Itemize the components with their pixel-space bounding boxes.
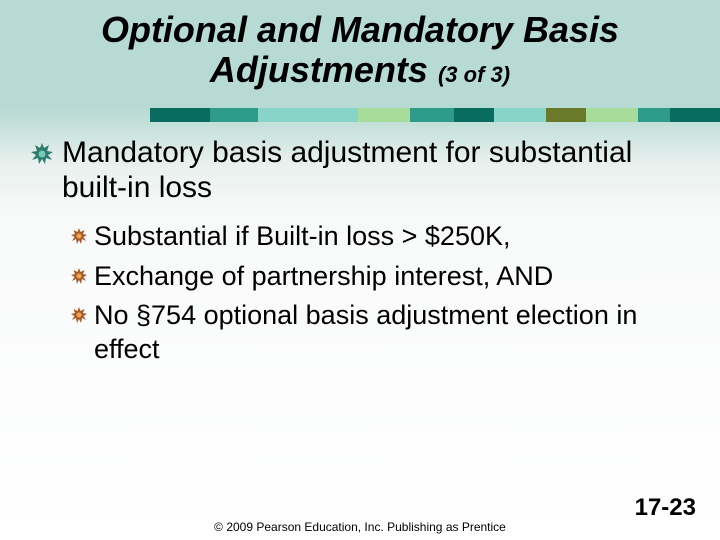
slide-number: 17-23 [635, 494, 696, 522]
divider-segment [670, 108, 720, 122]
main-bullet: Mandatory basis adjustment for substanti… [30, 135, 690, 206]
sub-bullet-text: Substantial if Built-in loss > $250K, [94, 220, 510, 254]
divider-segment [358, 108, 410, 122]
sub-bullet: Substantial if Built-in loss > $250K, [70, 220, 690, 254]
star-icon [70, 306, 88, 324]
divider-segment [454, 108, 494, 122]
divider-segment [494, 108, 546, 122]
divider-segment [258, 108, 358, 122]
title-area: Optional and Mandatory Basis Adjustments… [0, 0, 720, 95]
title-line2-main: Adjustments [210, 49, 438, 90]
star-icon [70, 267, 88, 285]
divider-segment [150, 108, 210, 122]
title-line1: Optional and Mandatory Basis [101, 9, 619, 50]
divider-segment [638, 108, 670, 122]
main-bullet-text: Mandatory basis adjustment for substanti… [62, 135, 690, 206]
divider-segment [546, 108, 586, 122]
sub-bullet-text: No §754 optional basis adjustment electi… [94, 299, 690, 367]
title-line2-sub: (3 of 3) [438, 62, 510, 87]
divider-segment [210, 108, 258, 122]
footer-copyright: © 2009 Pearson Education, Inc. Publishin… [0, 520, 720, 534]
slide-title: Optional and Mandatory Basis Adjustments… [20, 10, 700, 89]
burst-icon [30, 142, 54, 166]
content-area: Mandatory basis adjustment for substanti… [30, 135, 690, 373]
sub-bullet-text: Exchange of partnership interest, AND [94, 260, 553, 294]
divider-segment [410, 108, 454, 122]
sub-bullet: Exchange of partnership interest, AND [70, 260, 690, 294]
divider-bar [150, 108, 720, 122]
sub-bullet: No §754 optional basis adjustment electi… [70, 299, 690, 367]
sub-bullet-list: Substantial if Built-in loss > $250K, Ex… [70, 220, 690, 367]
divider-segment [586, 108, 638, 122]
star-icon [70, 227, 88, 245]
